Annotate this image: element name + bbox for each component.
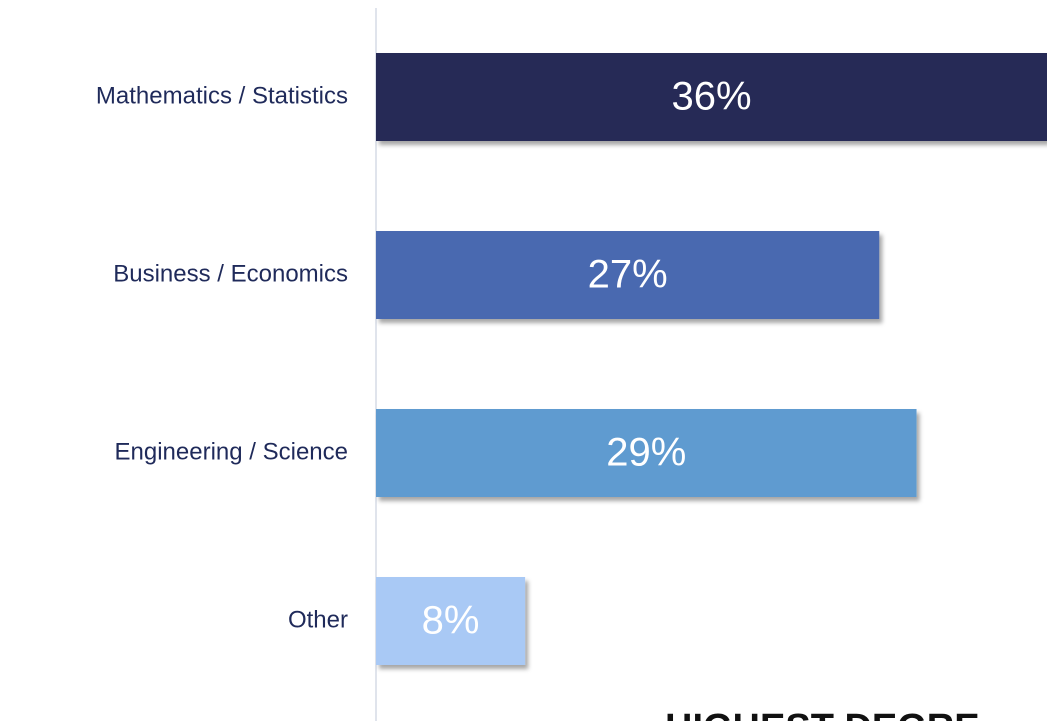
category-label: Engineering / Science (115, 438, 348, 465)
bar (376, 409, 917, 497)
bar (376, 577, 526, 665)
value-label: 36% (671, 75, 751, 119)
category-label: Mathematics / Statistics (96, 82, 348, 109)
bar (376, 53, 1047, 141)
bar (376, 231, 880, 319)
category-label: Other (288, 606, 348, 633)
chart-title: HIGHEST DEGRE (665, 707, 980, 721)
value-label: 8% (422, 599, 480, 643)
value-label: 27% (588, 253, 668, 297)
category-label: Business / Economics (113, 260, 348, 287)
value-label: 29% (606, 431, 686, 475)
